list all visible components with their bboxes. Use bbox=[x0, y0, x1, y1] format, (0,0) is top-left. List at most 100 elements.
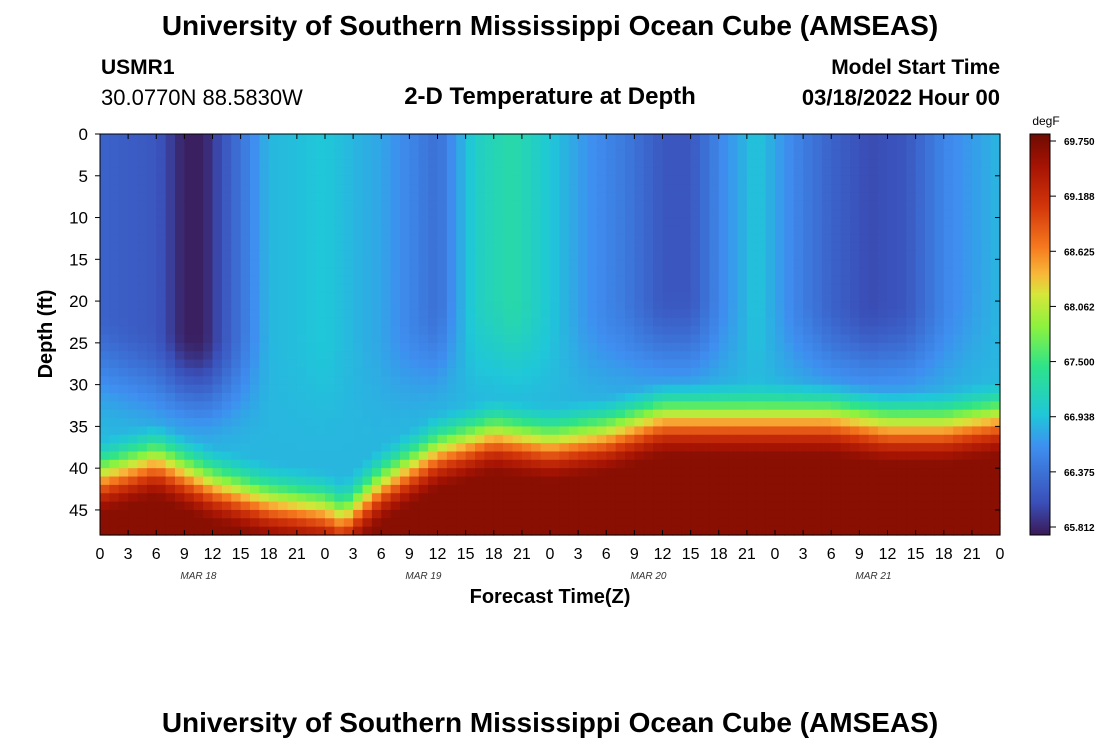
heatmap-cell bbox=[118, 376, 129, 386]
heatmap-cell bbox=[287, 476, 298, 486]
heatmap-cell bbox=[643, 351, 654, 361]
heatmap-cell bbox=[568, 259, 579, 269]
heatmap-cell bbox=[512, 409, 523, 419]
heatmap-cell bbox=[362, 134, 373, 143]
heatmap-cell bbox=[746, 134, 757, 143]
heatmap-cell bbox=[596, 192, 607, 202]
heatmap-cell bbox=[634, 484, 645, 494]
heatmap-cell bbox=[775, 267, 785, 277]
heatmap-cell bbox=[250, 468, 260, 478]
heatmap-cell bbox=[615, 376, 626, 386]
y-tick-label: 0 bbox=[79, 125, 88, 144]
heatmap-cell bbox=[212, 192, 223, 202]
heatmap-cell bbox=[465, 209, 476, 219]
heatmap-cell bbox=[428, 367, 439, 377]
heatmap-cell bbox=[184, 267, 195, 277]
heatmap-cell bbox=[709, 192, 720, 202]
heatmap-cell bbox=[953, 401, 964, 411]
heatmap-cell bbox=[278, 317, 289, 327]
heatmap-cell bbox=[278, 451, 289, 461]
heatmap-cell bbox=[221, 418, 232, 427]
heatmap-cell bbox=[812, 234, 823, 244]
heatmap-cell bbox=[118, 484, 129, 494]
heatmap-cell bbox=[531, 234, 542, 244]
heatmap-cell bbox=[334, 159, 345, 169]
y-tick-label: 5 bbox=[79, 167, 88, 186]
heatmap-cell bbox=[100, 259, 110, 269]
heatmap-cell bbox=[634, 276, 645, 285]
heatmap-cell bbox=[850, 326, 860, 336]
heatmap-cell bbox=[775, 434, 785, 444]
heatmap-cell bbox=[493, 234, 504, 244]
heatmap-cell bbox=[465, 334, 476, 344]
heatmap-cell bbox=[868, 359, 879, 369]
heatmap-cell bbox=[953, 200, 964, 210]
heatmap-cell bbox=[709, 276, 720, 285]
heatmap-cell bbox=[746, 476, 757, 486]
heatmap-cell bbox=[512, 184, 523, 194]
heatmap-cell bbox=[953, 459, 964, 469]
heatmap-cell bbox=[362, 167, 373, 177]
heatmap-cell bbox=[128, 443, 139, 453]
heatmap-cell bbox=[690, 142, 701, 152]
heatmap-cell bbox=[896, 309, 907, 319]
heatmap-cell bbox=[718, 234, 729, 244]
heatmap-cell bbox=[906, 418, 917, 427]
heatmap-cell bbox=[953, 351, 964, 361]
heatmap-cell bbox=[465, 434, 476, 444]
heatmap-cell bbox=[343, 384, 354, 394]
heatmap-cell bbox=[765, 392, 776, 402]
heatmap-cell bbox=[240, 209, 251, 219]
heatmap-cell bbox=[203, 250, 214, 260]
heatmap-cell bbox=[962, 501, 973, 511]
heatmap-cell bbox=[756, 401, 767, 411]
heatmap-cell bbox=[250, 418, 260, 427]
heatmap-cell bbox=[578, 434, 589, 444]
heatmap-cell bbox=[362, 184, 373, 194]
heatmap-cell bbox=[803, 284, 814, 294]
heatmap-cell bbox=[306, 342, 317, 352]
heatmap-cell bbox=[568, 518, 579, 528]
heatmap-cell bbox=[812, 367, 823, 377]
heatmap-cell bbox=[315, 401, 326, 411]
heatmap-cell bbox=[109, 351, 120, 361]
heatmap-cell bbox=[681, 493, 692, 503]
heatmap-cell bbox=[315, 443, 326, 453]
heatmap-cell bbox=[615, 159, 626, 169]
heatmap-cell bbox=[315, 175, 326, 185]
heatmap-cell bbox=[821, 242, 832, 252]
heatmap-cell bbox=[531, 434, 542, 444]
heatmap-cell bbox=[118, 192, 129, 202]
heatmap-cell bbox=[475, 351, 485, 361]
heatmap-cell bbox=[175, 142, 185, 152]
heatmap-cell bbox=[128, 376, 139, 386]
heatmap-cell bbox=[840, 192, 851, 202]
heatmap-cell bbox=[896, 501, 907, 511]
heatmap-cell bbox=[803, 426, 814, 436]
heatmap-cell bbox=[756, 192, 767, 202]
heatmap-cell bbox=[915, 309, 926, 319]
heatmap-cell bbox=[803, 376, 814, 386]
heatmap-cell bbox=[390, 409, 401, 419]
heatmap-cell bbox=[381, 150, 392, 160]
heatmap-cell bbox=[925, 484, 935, 494]
heatmap-cell bbox=[146, 234, 157, 244]
heatmap-cell bbox=[943, 242, 954, 252]
heatmap-cell bbox=[259, 209, 270, 219]
heatmap-cell bbox=[400, 376, 410, 386]
heatmap-cell bbox=[859, 468, 870, 478]
heatmap-cell bbox=[306, 184, 317, 194]
heatmap-cell bbox=[653, 367, 664, 377]
heatmap-cell bbox=[868, 326, 879, 336]
heatmap-cell bbox=[531, 426, 542, 436]
heatmap-cell bbox=[175, 200, 185, 210]
heatmap-cell bbox=[325, 484, 335, 494]
heatmap-cell bbox=[606, 518, 617, 528]
heatmap-cell bbox=[334, 518, 345, 528]
heatmap-cell bbox=[315, 142, 326, 152]
heatmap-cell bbox=[578, 367, 589, 377]
heatmap-cell bbox=[971, 317, 982, 327]
heatmap-cell bbox=[353, 443, 364, 453]
heatmap-cell bbox=[156, 309, 167, 319]
heatmap-cell bbox=[146, 518, 157, 528]
